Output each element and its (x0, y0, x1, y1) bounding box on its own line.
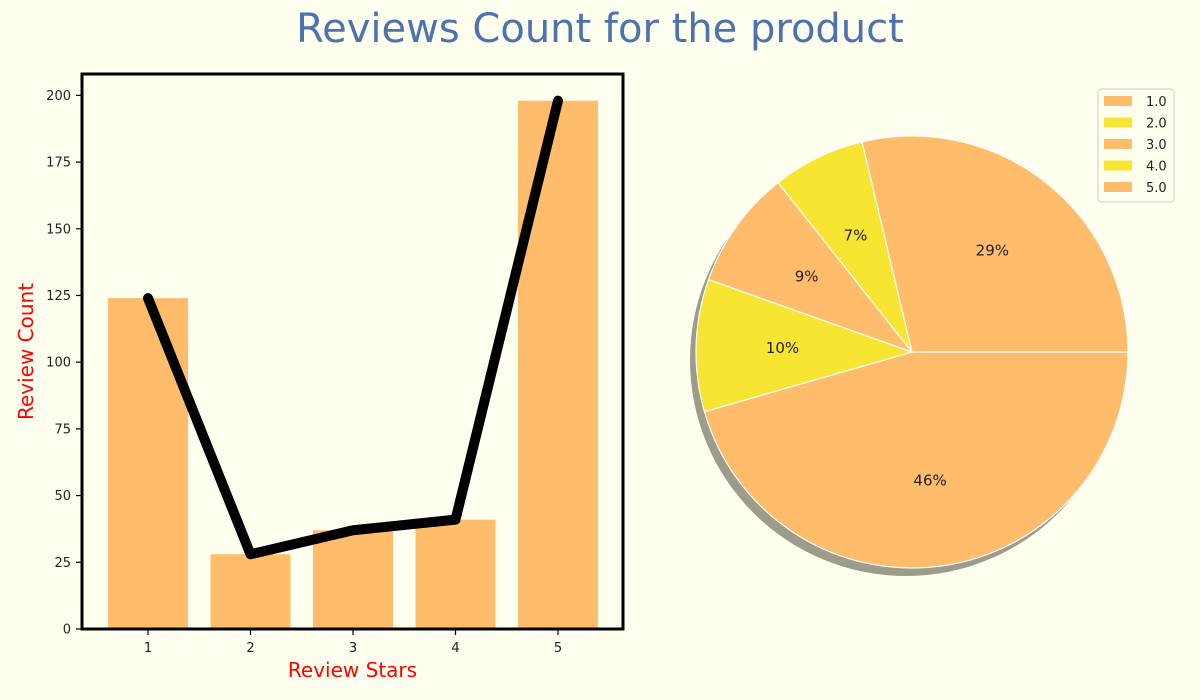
pie-pct-label: 9% (795, 267, 819, 285)
x-tick-label: 4 (451, 641, 459, 656)
x-tick-label: 5 (554, 641, 562, 656)
legend-label: 5.0 (1146, 181, 1167, 196)
y-tick-label: 50 (54, 489, 71, 504)
legend-swatch (1104, 139, 1132, 149)
y-tick-label: 200 (46, 89, 71, 104)
y-axis: 0 25 50 75 100 125 150 175 200 (46, 89, 82, 638)
y-tick-label: 125 (46, 289, 71, 304)
bar (415, 519, 496, 629)
legend-label: 4.0 (1146, 160, 1167, 175)
chart-title: Reviews Count for the product (296, 6, 904, 52)
x-axis-label: Review Stars (288, 658, 417, 682)
y-tick-label: 0 (63, 623, 71, 638)
pie-pct-label: 7% (844, 226, 868, 244)
x-tick-label: 3 (349, 641, 357, 656)
line-series (143, 95, 563, 560)
pie-slice (695, 278, 914, 413)
pie-slice (861, 135, 1129, 353)
pie-pct-label: 46% (913, 471, 946, 489)
y-tick-label: 25 (54, 556, 71, 571)
pie-pct-label: 29% (976, 241, 1009, 259)
pie-labels: 46% 10% 9% 7% 29% (766, 226, 1009, 489)
legend-swatch (1104, 182, 1132, 192)
legend-box (1097, 88, 1175, 203)
x-tick-label: 1 (144, 641, 152, 656)
legend: 1.0 2.0 3.0 4.0 5.0 (1097, 88, 1175, 203)
legend-swatch (1104, 160, 1132, 171)
y-tick-label: 150 (46, 222, 71, 237)
x-axis: 1 2 3 4 5 (144, 629, 562, 656)
pie-slice (707, 181, 914, 354)
pie-slice (703, 351, 1129, 569)
y-tick-label: 100 (46, 356, 71, 371)
legend-swatch (1104, 96, 1132, 106)
y-tick-label: 75 (54, 422, 71, 437)
legend-label: 3.0 (1146, 138, 1167, 153)
y-tick-label: 175 (46, 156, 71, 171)
legend-label: 2.0 (1146, 117, 1167, 132)
bar (210, 554, 291, 629)
pie-slices (695, 135, 1129, 569)
legend-swatch (1104, 117, 1132, 128)
pie-pct-label: 10% (766, 339, 799, 357)
y-axis-label: Review Count (14, 283, 38, 420)
x-tick-label: 2 (246, 641, 254, 656)
legend-label: 1.0 (1146, 95, 1167, 110)
line-path (143, 95, 563, 560)
bar (313, 530, 393, 629)
